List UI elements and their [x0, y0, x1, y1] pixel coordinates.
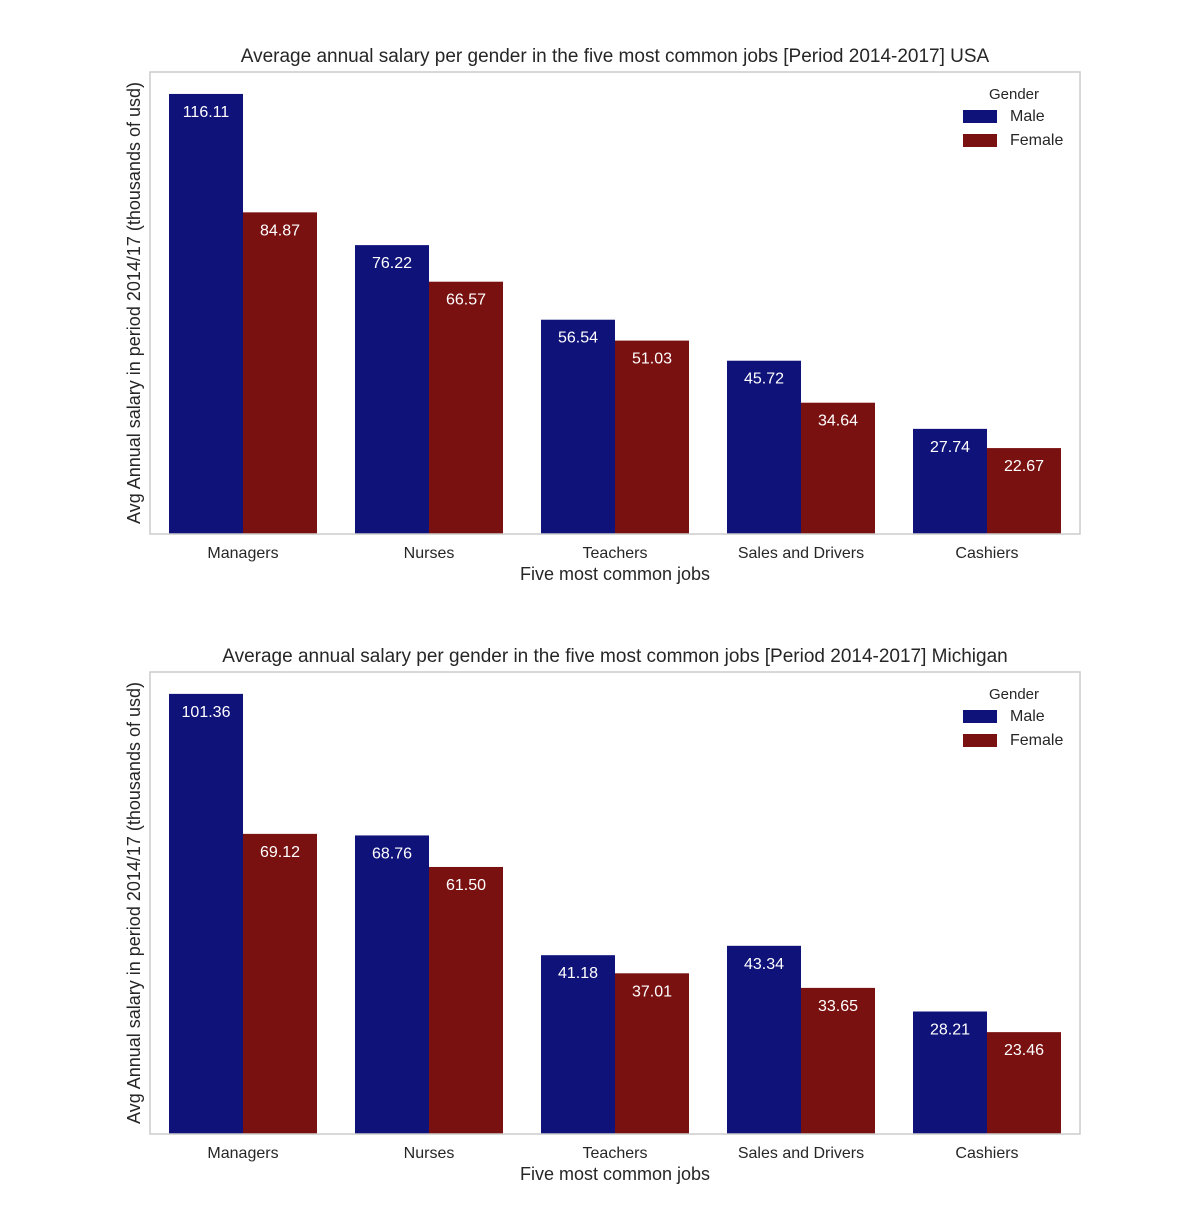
plot-frame — [149, 71, 1081, 535]
y-axis-label: Avg Annual salary in period 2014/17 (tho… — [124, 82, 144, 524]
bar-male-5 — [913, 1011, 987, 1134]
bar-value-label: 33.65 — [818, 998, 858, 1015]
legend-label-female: Female — [1010, 132, 1063, 149]
bar-value-label: 116.11 — [183, 104, 230, 121]
legend-label-male: Male — [1010, 708, 1045, 725]
bar-male-1 — [169, 93, 243, 534]
bar-value-label: 51.03 — [632, 351, 672, 368]
bar-male-4 — [727, 360, 801, 534]
bar-male-1 — [169, 693, 243, 1134]
x-tick-label: Managers — [207, 1145, 278, 1162]
bar-female-1 — [243, 833, 317, 1134]
bar-female-2 — [429, 866, 503, 1134]
x-tick-label: Nurses — [404, 545, 455, 562]
bar-value-label: 23.46 — [1004, 1042, 1044, 1059]
chart-title: Average annual salary per gender in the … — [222, 646, 1007, 667]
x-axis-label: Five most common jobs — [520, 1164, 710, 1184]
bar-value-label: 22.67 — [1004, 458, 1044, 475]
bar-female-1 — [243, 212, 317, 535]
bar-male-2 — [355, 835, 429, 1134]
bar-male-5 — [913, 428, 987, 534]
bar-value-label: 37.01 — [632, 983, 672, 1000]
bar-value-label: 66.57 — [446, 292, 486, 309]
bar-female-3 — [615, 973, 689, 1134]
bar-value-label: 43.34 — [744, 956, 784, 973]
x-tick-label: Teachers — [583, 545, 648, 562]
bar-value-label: 27.74 — [930, 439, 970, 456]
legend-swatch-female — [963, 134, 997, 147]
x-tick-label: Managers — [207, 545, 278, 562]
bar-female-4 — [801, 987, 875, 1134]
bar-female-3 — [615, 340, 689, 534]
x-tick-label: Cashiers — [955, 1145, 1018, 1162]
legend: Gender Male Female — [963, 686, 1063, 749]
bar-male-4 — [727, 945, 801, 1134]
bar-female-5 — [987, 1032, 1061, 1134]
x-tick-label: Sales and Drivers — [738, 1145, 864, 1162]
bar-value-label: 68.76 — [372, 845, 412, 862]
chart-title: Average annual salary per gender in the … — [241, 46, 990, 67]
x-axis-label: Five most common jobs — [520, 564, 710, 584]
bar-value-label: 101.36 — [182, 704, 231, 721]
bar-female-5 — [987, 448, 1061, 534]
bar-value-label: 45.72 — [744, 371, 784, 388]
bar-value-label: 56.54 — [558, 330, 598, 347]
bar-value-label: 84.87 — [260, 222, 300, 239]
bar-value-label: 69.12 — [260, 844, 300, 861]
bar-value-label: 76.22 — [372, 255, 412, 272]
legend-swatch-female — [963, 734, 997, 747]
plot-frame — [149, 671, 1081, 1135]
x-tick-label: Sales and Drivers — [738, 545, 864, 562]
bar-female-4 — [801, 402, 875, 534]
bar-value-label: 28.21 — [930, 1022, 970, 1039]
bar-value-label: 61.50 — [446, 877, 486, 894]
bar-value-label: 34.64 — [818, 413, 858, 430]
bar-value-label: 41.18 — [558, 965, 598, 982]
chart-panel-1: Average annual salary per gender in the … — [124, 46, 1081, 584]
y-axis-label: Avg Annual salary in period 2014/17 (tho… — [124, 682, 144, 1124]
bar-male-3 — [541, 955, 615, 1134]
x-tick-label: Nurses — [404, 1145, 455, 1162]
legend-swatch-male — [963, 110, 997, 123]
legend: Gender Male Female — [963, 86, 1063, 149]
bar-male-3 — [541, 319, 615, 534]
legend-swatch-male — [963, 710, 997, 723]
x-tick-label: Cashiers — [955, 545, 1018, 562]
legend-label-male: Male — [1010, 108, 1045, 125]
bar-male-2 — [355, 245, 429, 534]
chart-panel-2: Average annual salary per gender in the … — [124, 646, 1081, 1184]
legend-label-female: Female — [1010, 732, 1063, 749]
legend-title: Gender — [989, 86, 1039, 103]
x-tick-label: Teachers — [583, 1145, 648, 1162]
legend-title: Gender — [989, 686, 1039, 703]
bar-female-2 — [429, 281, 503, 534]
